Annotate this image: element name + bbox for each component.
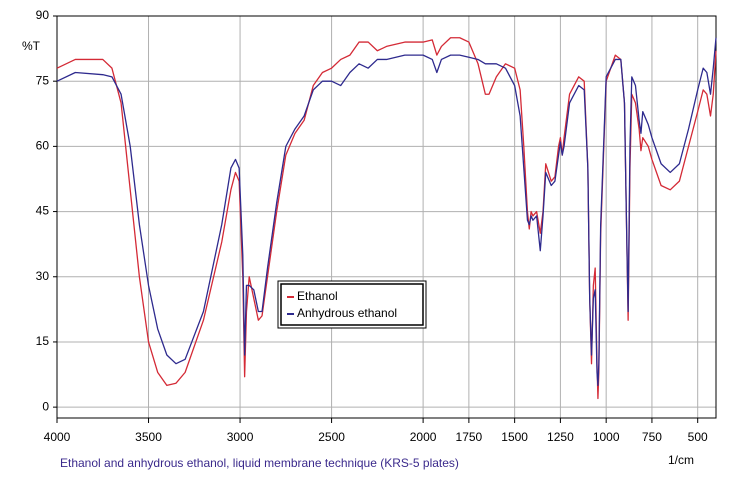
x-tick-label: 3000 — [227, 430, 254, 444]
y-tick-label: 15 — [36, 334, 50, 348]
plot-frame — [56, 15, 717, 419]
x-tick-label: 1750 — [456, 430, 483, 444]
x-tick-label: 2000 — [410, 430, 437, 444]
x-tick-label: 1500 — [501, 430, 528, 444]
series-line — [56, 37, 717, 400]
y-tick-label: 45 — [36, 204, 50, 218]
legend-box-inner — [280, 283, 424, 326]
y-tick-label: 60 — [36, 139, 50, 153]
x-tick-label: 2500 — [318, 430, 345, 444]
y-tick-label: 90 — [36, 8, 50, 22]
x-axis-label: 1/cm — [668, 453, 694, 467]
series-line — [56, 37, 717, 387]
x-tick-label: 1000 — [593, 430, 620, 444]
y-tick-label: 75 — [36, 73, 50, 87]
legend-label: Anhydrous ethanol — [297, 306, 397, 320]
y-axis-label: %T — [22, 39, 41, 53]
x-tick-label: 1250 — [547, 430, 574, 444]
caption: Ethanol and anhydrous ethanol, liquid me… — [60, 456, 459, 470]
y-tick-label: 0 — [42, 399, 49, 413]
legend: Ethanol Anhydrous ethanol — [277, 280, 427, 329]
x-tick-label: 500 — [688, 430, 708, 444]
x-tick-label: 750 — [642, 430, 662, 444]
x-tick-label: 3500 — [135, 430, 162, 444]
x-tick-label: 4000 — [44, 430, 71, 444]
legend-label: Ethanol — [297, 289, 338, 303]
y-tick-label: 30 — [36, 269, 50, 283]
legend-box — [277, 280, 427, 329]
